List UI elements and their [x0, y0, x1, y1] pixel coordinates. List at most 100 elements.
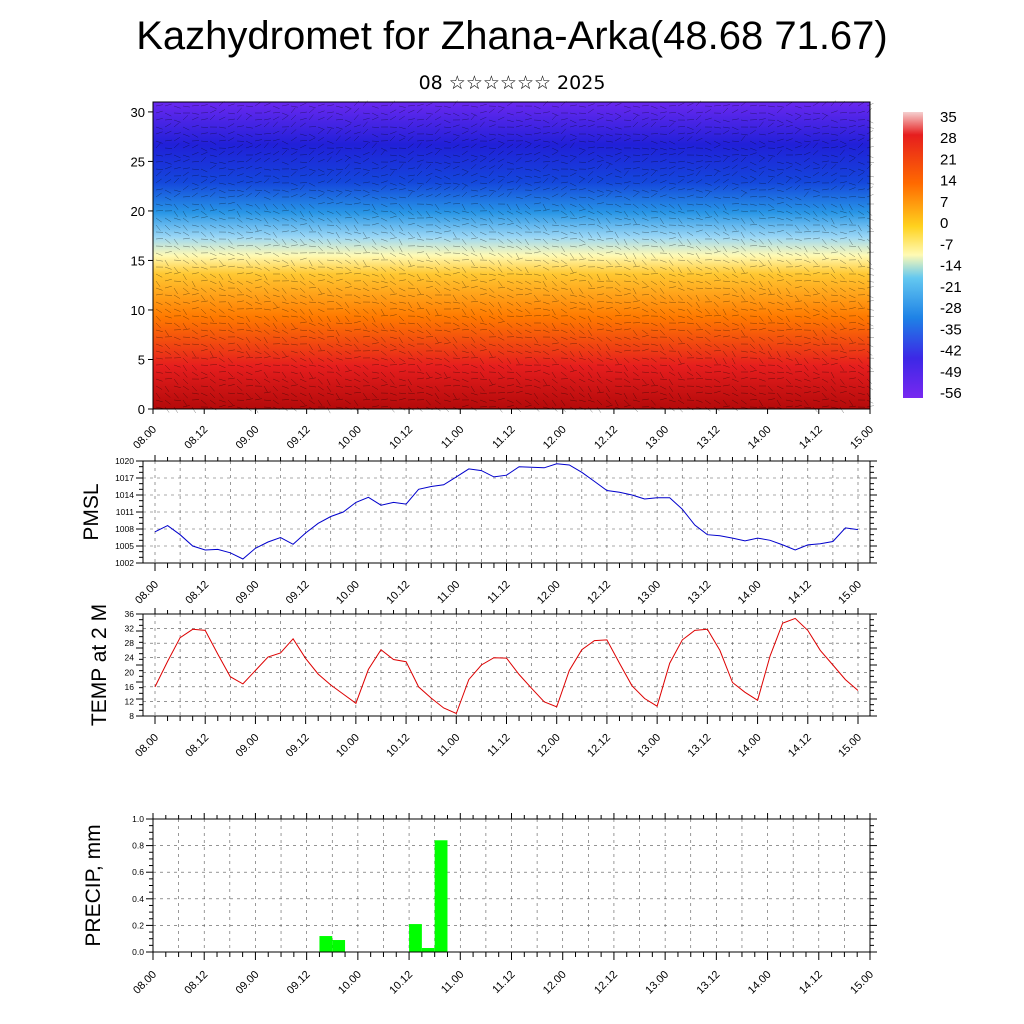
barb: [470, 336, 476, 343]
barb: [803, 348, 811, 352]
barb: [596, 300, 605, 303]
barb: [587, 177, 594, 184]
barb: [200, 151, 208, 156]
barb: [506, 210, 514, 215]
barb: [803, 118, 811, 121]
barb: [722, 287, 731, 289]
barb: [695, 259, 703, 264]
barb: [353, 399, 359, 406]
barb: [200, 392, 208, 397]
barb: [308, 273, 316, 278]
barb: [668, 392, 674, 399]
barb: [722, 154, 730, 157]
barb: [497, 266, 503, 273]
barb: [470, 203, 479, 205]
barb: [614, 314, 622, 317]
barb: [650, 280, 658, 285]
barb: [650, 378, 655, 386]
barb: [380, 406, 389, 408]
barb: [308, 133, 316, 138]
barb: [695, 210, 701, 217]
barb: [560, 259, 567, 265]
barb: [461, 191, 468, 198]
y-tick-label: 1020: [115, 456, 134, 466]
barb: [425, 102, 433, 107]
barb: [506, 188, 514, 191]
barb: [380, 343, 388, 348]
barb: [569, 357, 577, 362]
barb: [155, 178, 162, 184]
barb: [317, 343, 322, 351]
barb: [578, 196, 587, 198]
barb: [758, 364, 766, 367]
barb: [776, 196, 784, 199]
barb: [731, 259, 739, 263]
barb: [200, 216, 208, 219]
barb: [857, 252, 862, 260]
barb: [443, 131, 451, 135]
barb: [641, 378, 647, 385]
barb: [830, 164, 837, 170]
barb: [776, 308, 784, 312]
barb: [830, 178, 837, 184]
barb: [317, 189, 325, 193]
barb: [533, 399, 540, 406]
barb: [416, 193, 424, 198]
barb: [830, 217, 835, 225]
barb: [236, 343, 242, 350]
x-tick-label: 12.00: [535, 579, 563, 607]
barb: [533, 264, 541, 268]
barb: [272, 399, 279, 405]
barb: [695, 371, 702, 377]
barb: [416, 385, 424, 390]
barb: [650, 350, 659, 352]
barb: [848, 336, 854, 343]
barb: [794, 322, 802, 327]
barb: [677, 357, 682, 365]
barb: [416, 350, 423, 356]
barb: [290, 259, 295, 267]
barb: [353, 343, 359, 350]
barb: [533, 343, 541, 346]
barb: [578, 243, 586, 247]
barb: [425, 163, 432, 170]
barb: [668, 301, 677, 304]
barb: [254, 245, 261, 251]
barb: [704, 343, 712, 347]
barb: [821, 224, 826, 232]
barb: [776, 105, 784, 108]
barb: [254, 259, 260, 266]
barb: [803, 217, 811, 222]
barb: [488, 259, 495, 265]
barb: [380, 378, 387, 384]
barb: [704, 109, 712, 114]
barb: [209, 301, 216, 307]
barb: [371, 349, 380, 352]
barb: [506, 191, 512, 198]
barb: [758, 170, 764, 177]
barb: [182, 357, 189, 364]
barb: [263, 203, 268, 211]
barb: [848, 321, 857, 324]
barb: [542, 343, 550, 348]
barb: [632, 210, 639, 216]
barb: [776, 119, 784, 124]
barb: [596, 135, 602, 142]
barb: [560, 181, 568, 184]
barb: [803, 224, 809, 231]
barb: [452, 185, 459, 191]
barb: [155, 350, 163, 354]
barb: [704, 231, 711, 238]
barb: [497, 178, 504, 184]
barb: [407, 167, 415, 170]
barb: [767, 112, 775, 116]
barb: [551, 315, 559, 320]
barb: [542, 245, 550, 250]
barb: [641, 308, 649, 313]
x-tick-label: 15.00: [836, 732, 864, 760]
barb: [605, 301, 613, 304]
barb: [218, 245, 226, 250]
barb: [389, 301, 397, 305]
x-tick-label: 10.00: [336, 969, 364, 997]
barb: [857, 178, 864, 184]
